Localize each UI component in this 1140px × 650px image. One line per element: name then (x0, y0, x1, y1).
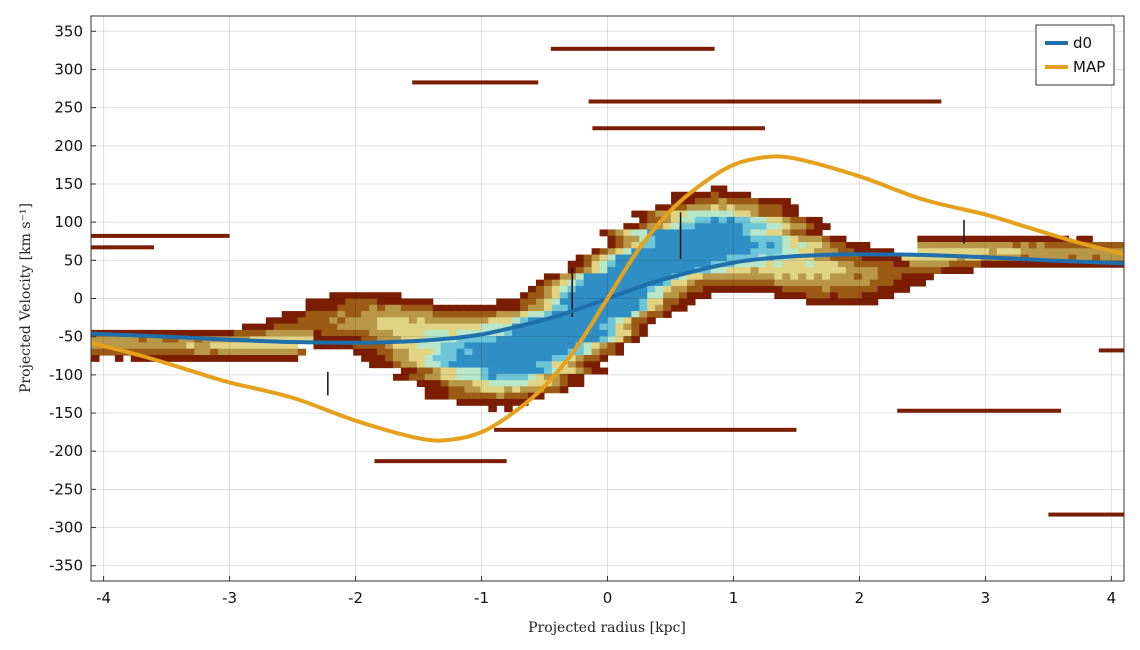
y-tick-label: -100 (49, 366, 83, 384)
y-tick-label: 50 (64, 251, 83, 269)
x-tick-label: 2 (855, 589, 865, 607)
y-tick-label: -350 (49, 557, 83, 575)
y-tick-label: -250 (49, 480, 83, 498)
x-tick-label: -1 (474, 589, 489, 607)
x-axis-label: Projected radius [kpc] (528, 620, 686, 636)
grid-lines (91, 16, 1124, 581)
x-axis-ticks: -4 -3 -2 -1 0 1 2 3 4 (96, 576, 1116, 607)
y-tick-label: 300 (54, 60, 83, 78)
legend-label-map: MAP (1073, 58, 1105, 76)
legend-box (1035, 24, 1115, 86)
legend: d0 MAP (1035, 24, 1115, 86)
x-tick-label: 4 (1107, 589, 1117, 607)
x-tick-label: 1 (729, 589, 739, 607)
y-tick-label: 250 (54, 99, 83, 117)
x-tick-label: 3 (981, 589, 991, 607)
y-tick-label: -50 (59, 328, 84, 346)
model-lines (91, 154, 1124, 443)
y-tick-label: -150 (49, 404, 83, 422)
y-tick-label: 100 (54, 213, 83, 231)
x-tick-label: -2 (348, 589, 363, 607)
error-bars (327, 212, 965, 396)
y-tick-label: 150 (54, 175, 83, 193)
y-tick-label: -300 (49, 519, 83, 537)
x-tick-label: -4 (96, 589, 111, 607)
velocity-heatmap (91, 46, 1124, 517)
y-tick-label: 350 (54, 22, 83, 40)
x-tick-label: -3 (222, 589, 237, 607)
x-tick-label: 0 (603, 589, 613, 607)
y-tick-label: 200 (54, 137, 83, 155)
y-axis-ticks: 350 300 250 200 150 100 50 0 -50 -100 -150 -200 -250… (49, 22, 96, 575)
legend-label-d0: d0 (1073, 34, 1092, 52)
series-line-map (91, 154, 1124, 443)
y-tick-label: -200 (49, 442, 83, 460)
y-axis-label: Projected Velocity [km s⁻¹] (18, 203, 34, 393)
y-tick-label: 0 (73, 290, 83, 308)
